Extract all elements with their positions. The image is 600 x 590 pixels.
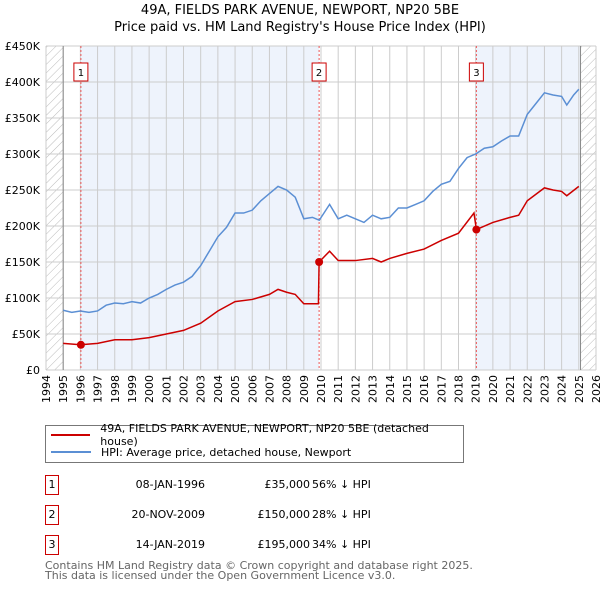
x-tick-label: 2016 <box>418 375 431 403</box>
y-tick-label: £400K <box>5 76 41 89</box>
transaction-date: 20-NOV-2009 <box>131 508 205 521</box>
legend-swatch-blue <box>51 451 91 453</box>
price-chart: 1994 1995 1996 1997 1998 1999 2000 2001 2002 2003… <box>5 40 600 403</box>
y-tick-label: £200K <box>5 220 41 233</box>
chart-legend: 49A, FIELDS PARK AVENUE, NEWPORT, NP20 5… <box>45 422 464 463</box>
transaction-row: 3 14-JAN-2019 £195,000 34% ↓ HPI <box>45 535 465 555</box>
x-tick-label: 2025 <box>573 375 586 403</box>
series-line <box>63 88 580 314</box>
x-tick-label: 2017 <box>435 375 448 403</box>
footer: Contains HM Land Registry data © Crown c… <box>45 559 473 582</box>
x-tick-label: 2010 <box>315 375 328 403</box>
transaction-date: 08-JAN-1996 <box>135 478 205 491</box>
footer-copyright: Contains HM Land Registry data © Crown c… <box>45 559 473 572</box>
series-line <box>63 185 580 346</box>
sale-badge-label: 3 <box>473 68 479 79</box>
x-tick-label: 2022 <box>521 375 534 403</box>
legend-item-hpi: HPI: Average price, detached house, Newp… <box>51 444 351 460</box>
sale-point <box>472 225 481 234</box>
legend-label: HPI: Average price, detached house, Newp… <box>101 445 352 459</box>
x-tick-label: 2026 <box>590 375 600 403</box>
transaction-hpi: 28% ↓ HPI <box>312 508 371 521</box>
x-tick-label: 2008 <box>281 375 294 403</box>
y-tick-label: £450K <box>5 40 41 53</box>
marker-badge: 2 <box>45 505 59 525</box>
x-tick-label: 2015 <box>401 375 414 403</box>
y-tick-label: £50K <box>12 328 41 341</box>
transaction-row: 2 20-NOV-2009 £150,000 28% ↓ HPI <box>45 505 465 525</box>
marker-badge: 1 <box>45 475 59 495</box>
sale-badge <box>468 62 484 82</box>
x-tick-label: 2021 <box>504 375 517 403</box>
x-tick-label: 2009 <box>298 375 311 403</box>
x-tick-label: 2020 <box>487 375 500 403</box>
x-tick-label: 2018 <box>453 375 466 403</box>
sale-point <box>315 258 324 266</box>
marker-badge: 3 <box>45 535 59 555</box>
x-tick-label: 2013 <box>367 375 380 403</box>
legend-item-property: 49A, FIELDS PARK AVENUE, NEWPORT, NP20 5… <box>51 422 463 448</box>
no-data-hatch <box>580 46 596 370</box>
x-tick-label: 1998 <box>109 375 122 403</box>
sale-badge <box>311 62 327 82</box>
x-tick-label: 1994 <box>40 375 53 403</box>
no-data-hatch <box>46 46 64 370</box>
transaction-hpi: 34% ↓ HPI <box>312 538 371 551</box>
x-tick-label: 2014 <box>384 375 397 403</box>
sale-point <box>76 340 85 349</box>
y-tick-label: £350K <box>5 112 41 125</box>
sale-badge-label: 1 <box>78 68 84 79</box>
x-tick-label: 2004 <box>212 375 225 403</box>
sale-period-shade <box>80 46 320 370</box>
x-tick-label: 2002 <box>178 375 191 403</box>
legend-label: 49A, FIELDS PARK AVENUE, NEWPORT, NP20 5… <box>100 422 429 448</box>
y-tick-label: £0 <box>26 364 40 377</box>
transaction-price: £35,000 <box>264 478 311 491</box>
chart-title: 49A, FIELDS PARK AVENUE, NEWPORT, NP20 5… <box>140 3 460 18</box>
x-tick-label: 2000 <box>143 375 156 403</box>
x-tick-label: 1997 <box>92 375 105 403</box>
x-tick-label: 2007 <box>263 375 276 403</box>
transaction-hpi: 56% ↓ HPI <box>312 478 371 491</box>
x-tick-label: 2001 <box>160 375 173 403</box>
y-tick-label: £300K <box>5 148 41 161</box>
transaction-row: 1 08-JAN-1996 £35,000 56% ↓ HPI <box>45 475 465 495</box>
x-tick-label: 2023 <box>538 375 551 403</box>
y-tick-label: £250K <box>5 184 41 197</box>
x-tick-label: 2011 <box>332 375 345 403</box>
chart-subtitle: Price paid vs. HM Land Registry's House … <box>114 20 486 35</box>
sale-period-shade <box>476 46 581 370</box>
x-tick-label: 2019 <box>470 375 483 403</box>
transaction-price: £150,000 <box>257 508 311 521</box>
y-tick-label: £100K <box>5 292 41 305</box>
sale-badge-label: 2 <box>316 68 322 79</box>
x-tick-label: 2006 <box>246 375 259 403</box>
y-tick-label: £150K <box>5 256 41 269</box>
footer-licence: This data is licensed under the Open Gov… <box>45 569 396 582</box>
x-tick-label: 2003 <box>195 375 208 403</box>
legend-swatch-red <box>51 434 91 436</box>
x-tick-label: 2024 <box>556 375 569 403</box>
x-tick-label: 1999 <box>126 375 139 403</box>
x-tick-label: 1995 <box>57 375 70 403</box>
x-tick-label: 2005 <box>229 375 242 403</box>
x-tick-label: 2012 <box>349 375 362 403</box>
sale-badge <box>73 62 89 82</box>
x-tick-label: 1996 <box>74 375 87 403</box>
transaction-date: 14-JAN-2019 <box>135 538 205 551</box>
transaction-price: £195,000 <box>257 538 311 551</box>
